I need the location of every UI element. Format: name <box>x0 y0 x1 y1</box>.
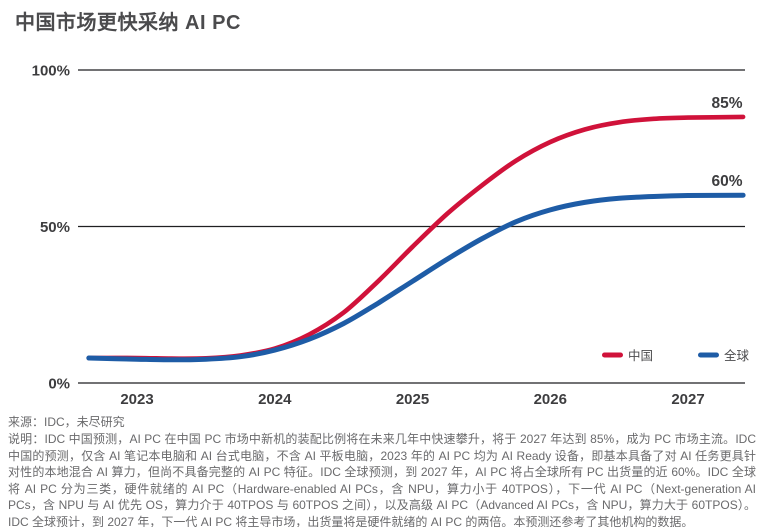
x-tick-label-2023: 2023 <box>120 391 153 408</box>
x-tick-label-2025: 2025 <box>396 391 429 408</box>
x-tick-label-2026: 2026 <box>534 391 567 408</box>
x-tick-label-2024: 2024 <box>258 391 292 408</box>
y-tick-label-0: 0% <box>48 376 70 393</box>
chart-title: 中国市场更快采纳 AI PC <box>15 12 241 34</box>
global-end-value-label: 60% <box>711 173 742 190</box>
china-series-line <box>86 114 746 361</box>
legend-label-global: 全球 <box>724 348 750 363</box>
legend-swatch-china <box>602 352 623 358</box>
legend-swatch-global <box>698 352 719 358</box>
methodology-notes: 说明：IDC 中国预测，AI PC 在中国 PC 市场中新机的装配比例将在未来几… <box>8 432 756 527</box>
legend-label-china: 中国 <box>628 348 653 363</box>
x-tick-label-2027: 2027 <box>671 391 704 408</box>
china-end-value-label: 85% <box>711 95 742 112</box>
y-tick-label-50: 50% <box>40 219 70 236</box>
source-note: 来源：IDC，未尽研究 <box>8 415 125 429</box>
global-series-line <box>86 192 746 363</box>
y-tick-label-100: 100% <box>32 63 70 80</box>
